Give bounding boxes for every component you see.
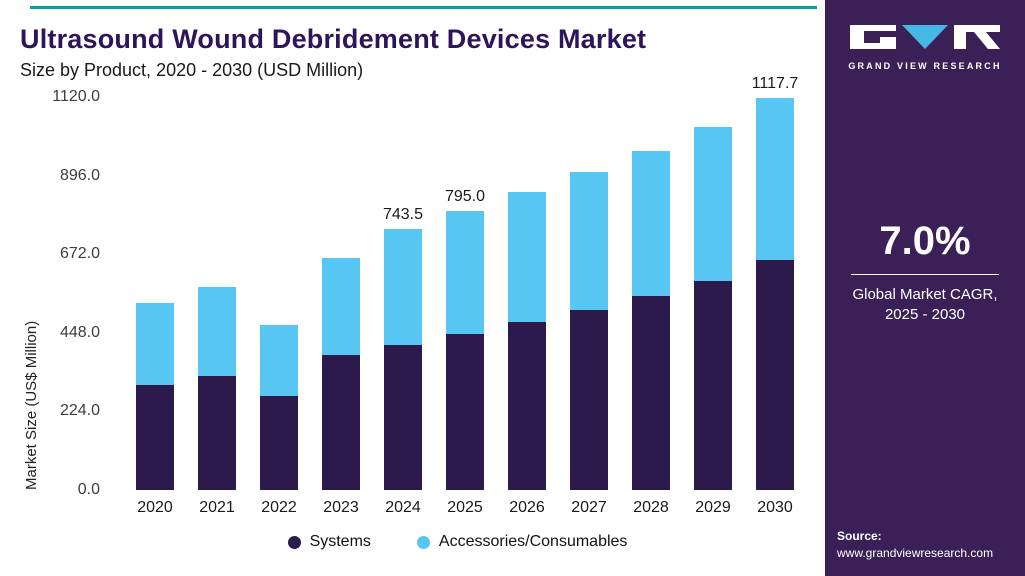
cagr-value: 7.0%	[879, 219, 971, 263]
chart-legend: Systems Accessories/Consumables	[120, 533, 795, 551]
bar-2023	[322, 97, 360, 490]
bar-2028	[632, 97, 670, 490]
cagr-divider	[851, 274, 999, 275]
systems-segment	[570, 310, 608, 490]
accessories-segment	[694, 126, 732, 281]
accessories-segment	[260, 324, 298, 397]
systems-segment	[136, 384, 174, 490]
x-tick-label: 2026	[509, 499, 545, 516]
bar-2030: 1117.7	[752, 75, 798, 490]
legend-dot-icon	[287, 535, 301, 549]
x-tick-label: 2021	[199, 499, 235, 516]
x-tick-label: 2023	[323, 499, 359, 516]
legend-item-systems: Systems	[287, 533, 371, 551]
accessories-segment	[322, 258, 360, 355]
chart-panel: Ultrasound Wound Debridement Devices Mar…	[20, 6, 817, 551]
systems-segment	[756, 260, 794, 490]
bar-value-label: 795.0	[444, 188, 486, 206]
systems-segment	[322, 354, 360, 490]
bar-2024: 743.5	[382, 97, 424, 490]
y-tick-label: 224.0	[59, 402, 100, 420]
accessories-segment	[632, 151, 670, 297]
accessories-segment	[384, 229, 422, 345]
systems-segment	[384, 344, 422, 490]
x-tick-label: 2024	[385, 499, 421, 516]
y-tick-label: 672.0	[59, 245, 100, 263]
systems-segment	[632, 296, 670, 490]
accessories-segment	[756, 97, 794, 261]
bar-value-label: 1117.7	[751, 74, 799, 92]
cagr-label-line2: 2025 - 2030	[884, 306, 966, 324]
cagr-block: 7.0% Global Market CAGR, 2025 - 2030	[851, 219, 999, 326]
page-title: Ultrasound Wound Debridement Devices Mar…	[20, 24, 647, 54]
source-url[interactable]: www.grandviewresearch.com	[837, 546, 994, 560]
bar-2026	[508, 97, 546, 490]
bar-2029	[694, 97, 732, 490]
gvr-logo-text: GRAND VIEW RESEARCH	[848, 61, 1002, 71]
x-tick-label: 2022	[261, 499, 297, 516]
cagr-label: Global Market CAGR, 2025 - 2030	[851, 285, 999, 326]
x-tick-label: 2027	[571, 499, 607, 516]
sidebar: GRAND VIEW RESEARCH 7.0% Global Market C…	[825, 0, 1025, 576]
systems-segment	[508, 322, 546, 490]
systems-segment	[446, 333, 484, 490]
x-axis-labels: 2020 2021 2022 2023 2024 2025 2026 2027 2028 2029…	[120, 499, 795, 517]
accessories-segment	[446, 211, 484, 334]
y-tick-label: 0.0	[77, 481, 100, 498]
legend-label: Accessories/Consumables	[438, 533, 628, 550]
plot-area: Market Size (US$ Million) 0.0 224.0 448.0 6…	[23, 75, 798, 498]
bar-2022	[260, 97, 298, 490]
y-tick-label: 448.0	[59, 323, 100, 341]
top-accent-line	[30, 6, 817, 9]
gvr-logo: GRAND VIEW RESEARCH	[848, 24, 1001, 71]
legend-dot-icon	[416, 535, 430, 549]
cagr-label-line1: Global Market CAGR,	[852, 286, 998, 303]
x-tick-label: 2025	[447, 499, 483, 516]
x-tick-label: 2020	[137, 499, 173, 516]
systems-segment	[198, 375, 236, 490]
systems-segment	[694, 280, 732, 490]
source-block: Source: www.grandviewresearch.com	[825, 529, 1025, 576]
accessories-segment	[508, 191, 546, 323]
y-tick-label: 1120.0	[52, 88, 100, 105]
accessories-segment	[136, 302, 174, 385]
accessories-segment	[198, 287, 236, 376]
stacked-bar-chart: Market Size (US$ Million) 0.0 224.0 448.0 6…	[23, 75, 798, 551]
legend-item-accessories-consumables: Accessories/Consumables	[416, 533, 628, 551]
x-tick-label: 2029	[695, 499, 731, 516]
accessories-segment	[570, 172, 608, 310]
systems-segment	[260, 396, 298, 490]
gvr-logo-mark	[850, 25, 1000, 49]
source-label: Source:	[837, 529, 882, 543]
bar-2020	[136, 97, 174, 490]
bars-container: 743.5 795.0 1117.7	[120, 75, 798, 490]
bar-2021	[198, 97, 236, 490]
x-tick-label: 2028	[633, 499, 669, 516]
page-subtitle: Size by Product, 2020 - 2030 (USD Millio…	[20, 60, 364, 80]
legend-label: Systems	[309, 533, 371, 550]
x-tick-label: 2030	[757, 499, 793, 516]
bar-2025: 795.0	[444, 97, 486, 490]
bar-value-label: 743.5	[382, 206, 424, 224]
y-tick-label: 896.0	[59, 166, 100, 184]
y-axis-ticks: 0.0 224.0 448.0 672.0 896.0 1120.0	[28, 88, 108, 498]
bar-2027	[570, 97, 608, 490]
